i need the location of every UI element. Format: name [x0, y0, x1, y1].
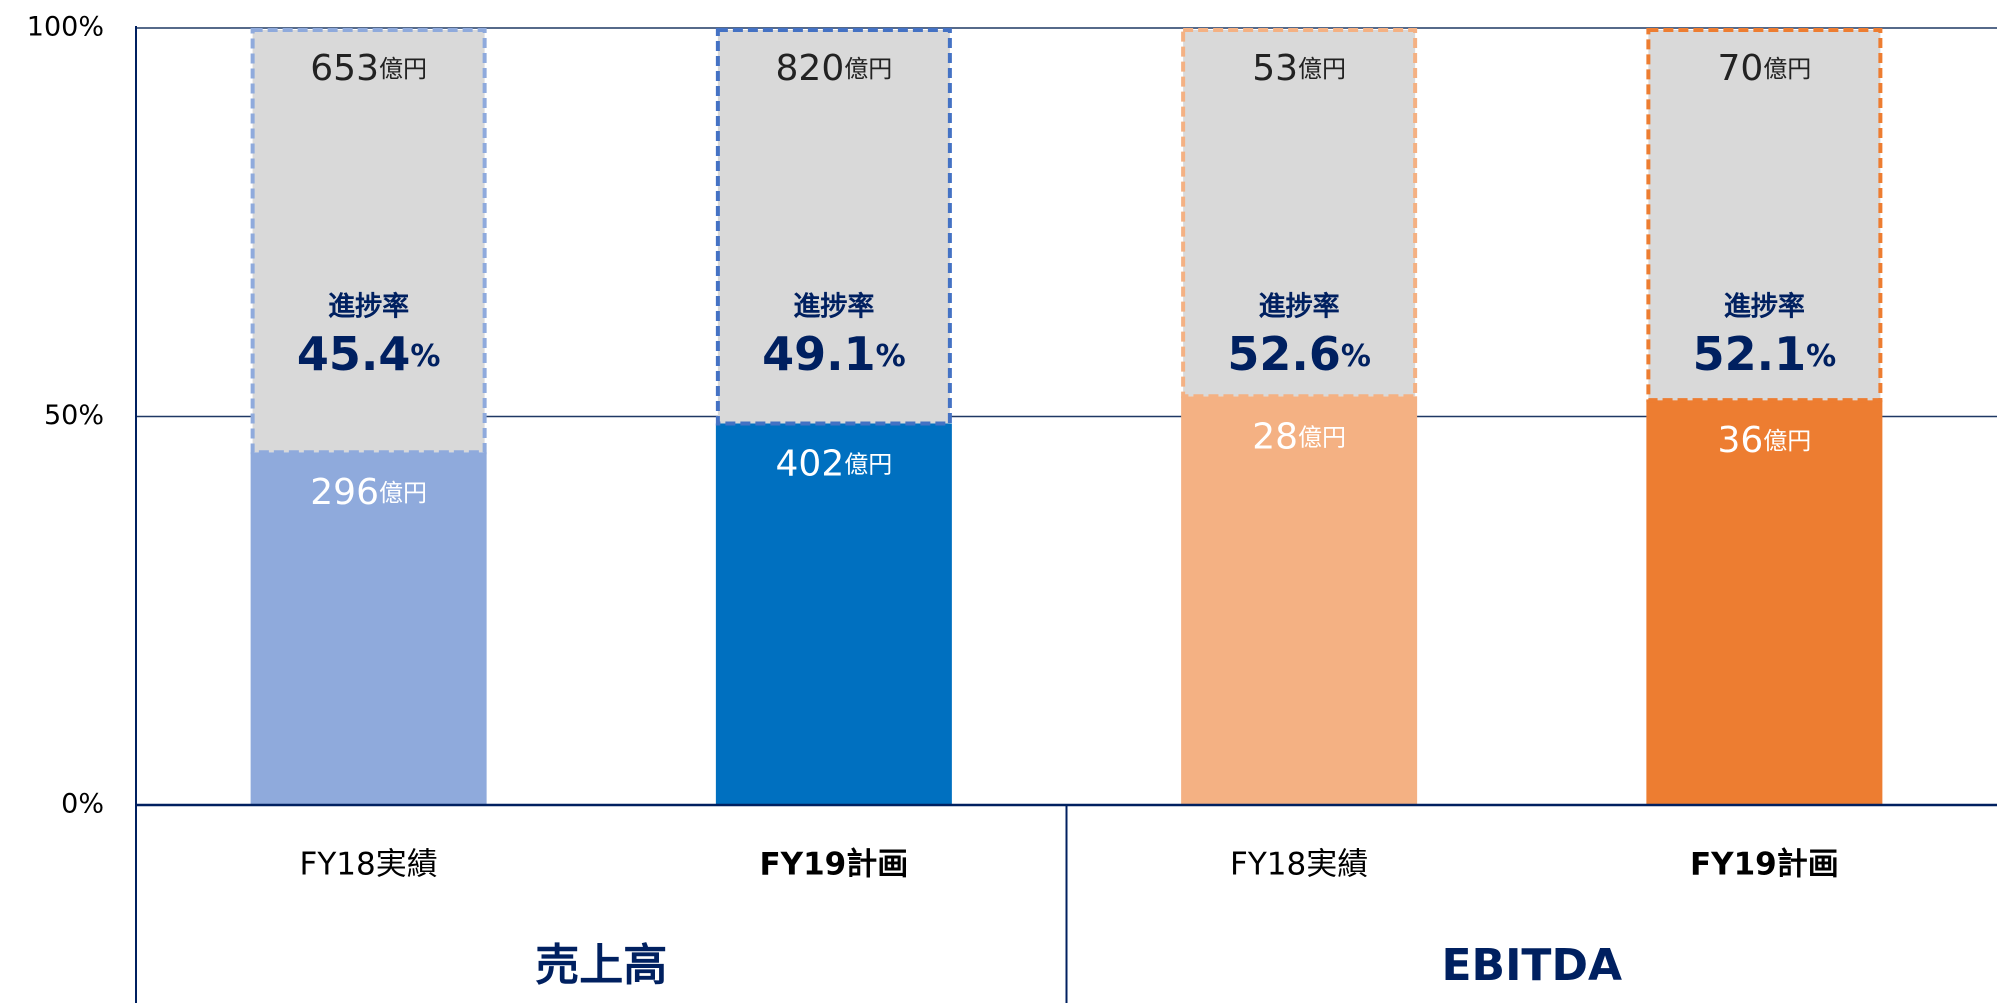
group-label: EBITDA — [1441, 940, 1622, 991]
bar-segment — [250, 28, 487, 455]
rate-number: 52.1 — [1693, 327, 1807, 381]
plan-amount-label: 653億円 — [310, 48, 427, 89]
amount: 36 — [1717, 420, 1763, 461]
plan-amount-label: 70億円 — [1717, 48, 1811, 89]
x-tick-label: FY19計画 — [1690, 847, 1839, 883]
amount: 296 — [310, 472, 379, 513]
actual-amount-label: 28億円 — [1252, 416, 1346, 457]
rate-caption: 進捗率 — [793, 291, 874, 323]
amount: 70 — [1717, 48, 1763, 89]
unit: 億円 — [1298, 55, 1346, 83]
y-tick-label: 0% — [61, 789, 104, 820]
rate-number: 49.1 — [762, 327, 876, 381]
rate-unit: % — [1341, 339, 1371, 374]
amount: 28 — [1252, 416, 1298, 457]
bar-segment — [1646, 400, 1883, 805]
unit: 億円 — [1298, 423, 1346, 451]
bar-segment — [1646, 28, 1883, 403]
rate-caption: 進捗率 — [1724, 291, 1805, 323]
rate-caption: 進捗率 — [1259, 291, 1340, 323]
bar-segment — [1181, 396, 1418, 805]
bar-segment — [715, 28, 952, 426]
rate-unit: % — [876, 339, 906, 374]
amount: 820 — [776, 48, 845, 89]
bar-segment — [715, 423, 952, 805]
group-label: 売上高 — [535, 940, 667, 991]
x-tick-label: FY19計画 — [759, 847, 908, 883]
rate-unit: % — [410, 339, 440, 374]
rate-value: 45.4% — [297, 327, 441, 381]
bar-segment — [1181, 28, 1418, 399]
rate-number: 45.4 — [297, 327, 411, 381]
y-tick-label: 50% — [44, 400, 104, 431]
unit: 億円 — [1763, 427, 1811, 455]
unit: 億円 — [379, 479, 427, 507]
rate-caption: 進捗率 — [328, 291, 409, 323]
amount: 53 — [1252, 48, 1298, 89]
x-tick-label: FY18実績 — [300, 847, 438, 883]
unit: 億円 — [1763, 55, 1811, 83]
y-tick-label: 100% — [27, 12, 104, 43]
bar-segment — [250, 452, 487, 805]
amount: 402 — [776, 443, 845, 484]
rate-value: 52.6% — [1227, 327, 1371, 381]
plan-amount-label: 53億円 — [1252, 48, 1346, 89]
unit: 億円 — [844, 55, 892, 83]
actual-amount-label: 296億円 — [310, 472, 427, 513]
x-tick-label: FY18実績 — [1230, 847, 1368, 883]
rate-number: 52.6 — [1227, 327, 1341, 381]
rate-value: 49.1% — [762, 327, 906, 381]
actual-amount-label: 402億円 — [776, 443, 893, 484]
rate-value: 52.1% — [1693, 327, 1837, 381]
plan-amount-label: 820億円 — [776, 48, 893, 89]
rate-unit: % — [1806, 339, 1836, 374]
amount: 653 — [310, 48, 379, 89]
actual-amount-label: 36億円 — [1717, 420, 1811, 461]
unit: 億円 — [379, 55, 427, 83]
unit: 億円 — [844, 450, 892, 478]
